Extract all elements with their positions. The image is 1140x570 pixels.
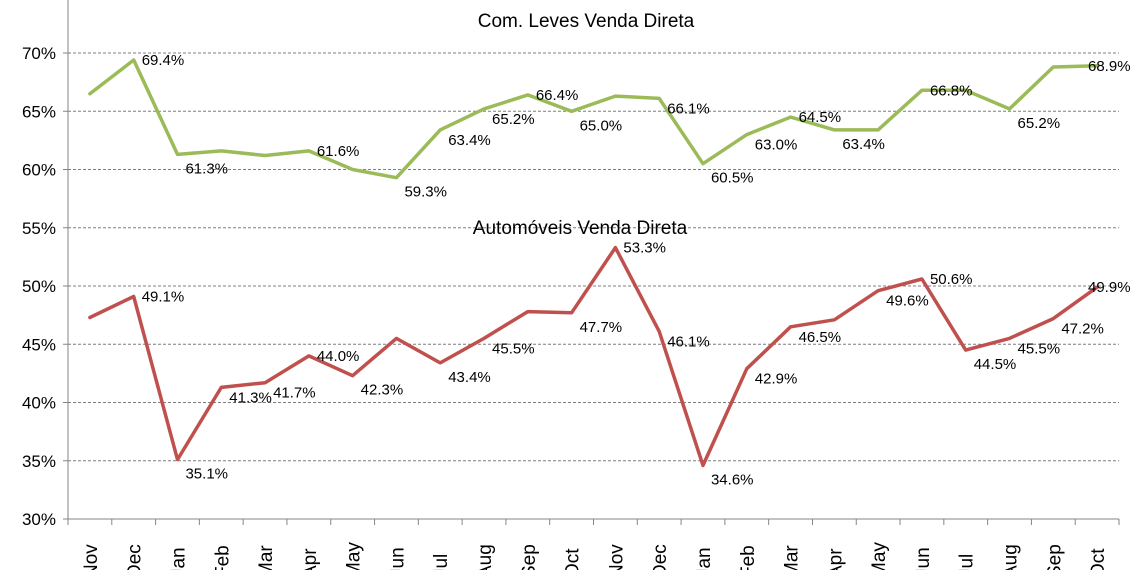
data-label: 59.3% xyxy=(404,184,447,201)
gridlines xyxy=(68,52,1119,462)
data-label: 50.6% xyxy=(930,271,973,288)
data-label: 65.2% xyxy=(1018,115,1061,132)
data-label: 46.1% xyxy=(667,333,710,350)
data-label: 53.3% xyxy=(623,240,666,257)
x-tick-label: Sep xyxy=(1044,544,1065,570)
data-label: 42.9% xyxy=(755,371,798,388)
data-label: 41.7% xyxy=(273,385,316,402)
x-tick-label: Aug xyxy=(475,544,496,570)
axes xyxy=(63,0,1120,525)
x-tick-label: Sep xyxy=(519,544,540,570)
x-tick-label: Jun xyxy=(387,547,408,570)
y-tick-label: 45% xyxy=(22,335,56,354)
y-tick-label: 35% xyxy=(22,452,56,471)
x-tick-label: Oct xyxy=(1088,548,1109,570)
x-tick-label: Nov xyxy=(81,544,102,570)
series-lines xyxy=(88,58,1099,468)
data-label: 61.6% xyxy=(317,143,360,160)
data-label: 49.1% xyxy=(142,288,185,305)
data-label: 68.9% xyxy=(1088,58,1131,75)
y-tick-label: 70% xyxy=(22,44,56,63)
x-tick-label: Feb xyxy=(738,545,759,570)
data-label: 44.0% xyxy=(317,348,360,365)
x-tick-label: Jan xyxy=(694,547,715,570)
x-tick-label: Jul xyxy=(957,554,978,570)
data-label: 49.9% xyxy=(1088,279,1131,296)
series-title-automoveis: Automóveis Venda Direta xyxy=(473,218,688,239)
x-tick-label: Aug xyxy=(1001,544,1022,570)
data-label: 66.8% xyxy=(930,82,973,99)
data-label: 47.2% xyxy=(1061,321,1104,338)
x-tick-label: Dec xyxy=(125,544,146,570)
y-tick-label: 60% xyxy=(22,161,56,180)
series-line-com-leves xyxy=(88,58,1099,180)
x-tick-label: May xyxy=(869,542,890,570)
data-label: 63.4% xyxy=(448,132,491,149)
x-tick-label: Jul xyxy=(431,554,452,570)
x-tick-label: Dec xyxy=(650,544,671,570)
data-label: 44.5% xyxy=(974,356,1017,373)
data-label: 61.3% xyxy=(185,160,228,177)
x-tick-label: Mar xyxy=(256,545,277,570)
data-label: 42.3% xyxy=(361,382,404,399)
data-labels: 69.4%61.3%61.6%59.3%63.4%65.2%66.4%65.0%… xyxy=(142,52,1131,488)
data-label: 66.4% xyxy=(536,87,579,104)
data-label: 43.4% xyxy=(448,369,491,386)
data-label: 41.3% xyxy=(229,389,272,406)
y-tick-label: 65% xyxy=(22,102,56,121)
x-tick-label: Jan xyxy=(168,547,189,570)
y-tick-label: 50% xyxy=(22,277,56,296)
series-line-automoveis xyxy=(88,245,1099,468)
x-tick-label: May xyxy=(344,542,365,570)
data-label: 60.5% xyxy=(711,170,754,187)
data-label: 45.5% xyxy=(492,340,535,357)
series-title-com-leves: Com. Leves Venda Direta xyxy=(478,11,695,32)
data-label: 66.1% xyxy=(667,100,710,117)
data-label: 69.4% xyxy=(142,52,185,69)
y-axis-ticks: 30% 35% 40% 45% 50% 55% 60% 65% 70% xyxy=(22,44,56,529)
data-label: 65.0% xyxy=(580,117,623,134)
data-label: 45.5% xyxy=(1018,340,1061,357)
data-label: 35.1% xyxy=(185,466,228,483)
data-label: 65.2% xyxy=(492,111,535,128)
data-label: 63.4% xyxy=(842,136,885,153)
x-tick-label: Jun xyxy=(913,547,934,570)
x-tick-label: Oct xyxy=(563,548,584,570)
data-label: 63.0% xyxy=(755,137,798,154)
data-label: 34.6% xyxy=(711,471,754,488)
data-label: 64.5% xyxy=(799,109,842,126)
x-tick-label: Mar xyxy=(782,545,803,570)
data-label: 49.6% xyxy=(886,293,929,310)
data-label: 46.5% xyxy=(799,329,842,346)
x-tick-label: Apr xyxy=(825,548,846,570)
x-tick-label: Apr xyxy=(300,548,321,570)
y-tick-label: 40% xyxy=(22,394,56,413)
x-tick-label: Feb xyxy=(212,545,233,570)
x-axis-ticks: Nov Dec Jan Feb Mar Apr May Jun Jul Aug Sep Oct Nov D… xyxy=(81,542,1109,570)
y-tick-label: 55% xyxy=(22,219,56,238)
data-label: 47.7% xyxy=(580,319,623,336)
y-tick-label: 30% xyxy=(22,510,56,529)
x-tick-label: Nov xyxy=(606,544,627,570)
